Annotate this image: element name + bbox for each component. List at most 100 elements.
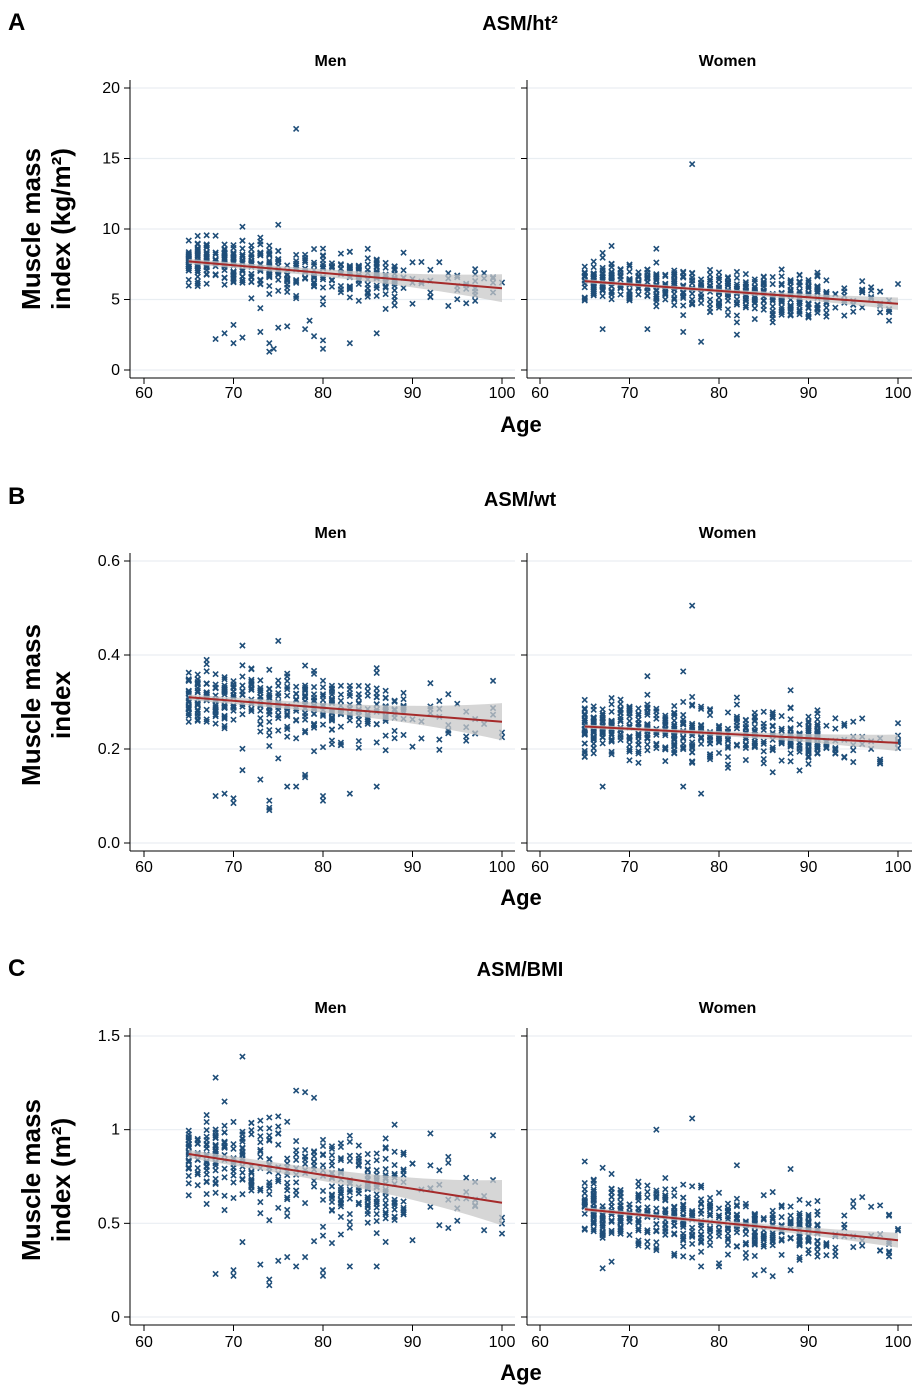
point [671, 267, 678, 274]
point [275, 1176, 282, 1183]
point [608, 242, 615, 250]
point [626, 734, 633, 742]
point [203, 1171, 210, 1178]
point [212, 670, 219, 678]
point [292, 1179, 300, 1186]
point [185, 712, 192, 720]
point [742, 1249, 750, 1257]
point [814, 721, 821, 728]
point [248, 705, 255, 713]
point [382, 687, 389, 694]
point [733, 301, 741, 308]
point [275, 1113, 282, 1120]
point [185, 677, 192, 684]
point [688, 1240, 696, 1248]
point [257, 1125, 264, 1132]
point [310, 667, 318, 675]
point [769, 769, 776, 776]
point [608, 738, 615, 745]
point [608, 1218, 615, 1226]
point [697, 705, 705, 713]
point [733, 1201, 741, 1209]
point [310, 245, 318, 253]
point [454, 296, 461, 303]
point [671, 710, 678, 717]
point [382, 1165, 389, 1173]
point [266, 1137, 273, 1144]
point [581, 712, 588, 719]
point [221, 1165, 228, 1172]
point [796, 1221, 803, 1228]
point [733, 1162, 741, 1169]
point [859, 1193, 866, 1201]
point [328, 695, 336, 703]
point [769, 1188, 776, 1196]
point [671, 296, 678, 303]
point [805, 301, 812, 308]
point [337, 697, 345, 705]
point [355, 1152, 362, 1159]
point [635, 1219, 642, 1226]
point [885, 1211, 893, 1218]
point [221, 703, 228, 710]
point [400, 695, 407, 703]
point [257, 276, 264, 283]
point [292, 690, 300, 698]
point [328, 686, 336, 693]
point [319, 1151, 327, 1158]
point [364, 255, 371, 262]
points [581, 602, 902, 797]
point [706, 1210, 714, 1217]
x-tick-label: 90 [404, 859, 422, 876]
point [644, 1227, 651, 1234]
y-tick-label: 10 [102, 221, 120, 238]
point [355, 744, 362, 751]
point [230, 1140, 237, 1148]
point [248, 1168, 255, 1175]
point [671, 290, 678, 298]
point [319, 276, 327, 283]
point [463, 1174, 470, 1182]
point [203, 232, 210, 239]
point [266, 242, 273, 249]
point [724, 1200, 732, 1207]
point [194, 278, 201, 285]
point [724, 742, 732, 750]
point [787, 276, 794, 284]
point [266, 1276, 273, 1283]
point [751, 1271, 758, 1279]
point [680, 745, 687, 753]
point [257, 238, 264, 245]
x-tick-label: 90 [800, 1334, 818, 1351]
point [301, 1153, 309, 1160]
point [284, 1183, 291, 1191]
facet-women: Women 60 70 80 90 100 [521, 525, 912, 876]
point [751, 305, 758, 312]
point [706, 301, 714, 308]
point [796, 1219, 803, 1227]
x-tick-label: 100 [885, 1334, 912, 1351]
point [626, 733, 633, 740]
point [680, 1243, 687, 1250]
point [445, 1153, 452, 1161]
point [626, 1231, 633, 1239]
point [292, 716, 300, 724]
point [841, 1221, 848, 1228]
point [203, 251, 210, 258]
point [284, 1196, 291, 1203]
point [894, 1227, 902, 1234]
point [445, 1224, 452, 1232]
point [373, 783, 380, 790]
point [653, 1246, 660, 1254]
point [239, 662, 246, 669]
point [653, 1239, 660, 1246]
point [230, 1194, 237, 1202]
point [724, 709, 732, 716]
point [635, 1237, 642, 1244]
point [671, 1231, 678, 1238]
point [337, 1200, 345, 1207]
point [724, 753, 732, 761]
point [292, 1151, 300, 1158]
y-tick-label: 0.6 [98, 553, 120, 570]
point [796, 1212, 803, 1219]
